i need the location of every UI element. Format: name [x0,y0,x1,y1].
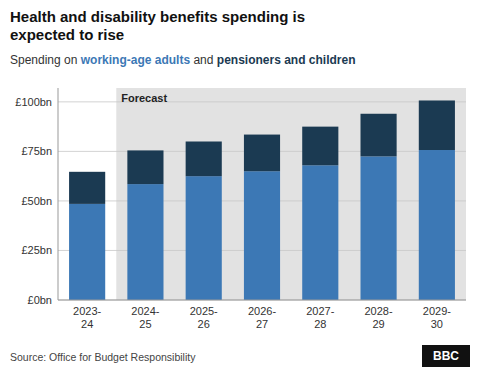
bar [186,141,222,176]
x-tick-label: 2025-26 [190,305,218,330]
x-tick-line: 2027- [306,305,334,317]
bar [302,127,338,166]
x-tick-label: 2029-30 [423,305,451,330]
bar [361,156,397,300]
credit: BBC [433,349,459,363]
forecast-band [116,88,466,300]
credit-box [422,345,470,367]
x-tick-line: 2025- [190,305,218,317]
bar [419,100,455,150]
subtitle-text: Spending on [10,53,81,67]
bar [361,114,397,157]
y-axis-line [58,88,59,300]
x-tick-line: 2024- [131,305,159,317]
x-axis-line [58,300,466,301]
bar [244,135,280,172]
bar [69,204,105,300]
y-tick-label: £50bn [21,195,52,207]
bar [419,150,455,300]
x-tick-label: 2027-28 [306,305,334,330]
x-tick-line: 2029- [423,305,451,317]
bar [302,165,338,300]
x-tick-label: 2024-25 [131,305,159,330]
x-tick-line: 2023- [73,305,101,317]
x-tick-line: 29 [372,318,384,330]
y-tick-label: £75bn [21,145,52,157]
x-tick-line: 2028- [365,305,393,317]
series-name: pensioners and children [217,53,356,67]
chart: Health and disability benefits spending … [0,0,480,375]
x-tick-line: 26 [198,318,210,330]
subtitle-text: and [190,53,217,67]
bars [69,100,455,300]
x-tick-label: 2023-24 [73,305,101,330]
series-name: working-age adults [80,53,191,67]
annotation: Forecast [121,92,167,104]
bar [127,184,163,300]
y-tick-label: £25bn [21,244,52,256]
bar [244,171,280,300]
x-tick-line: 24 [81,318,93,330]
title: Health and disability benefits spending … [10,8,305,43]
source: Source: Office for Budget Responsibility [10,351,196,363]
bar [127,150,163,184]
grid [58,102,466,300]
subtitle: Spending on working-age adults and pensi… [10,53,356,67]
x-tick-line: 2026- [248,305,276,317]
x-tick-line: 25 [139,318,151,330]
grid-line [58,101,466,102]
y-tick-label: £0bn [28,294,52,306]
x-tick-line: 30 [431,318,443,330]
x-tick-line: 27 [256,318,268,330]
x-tick-line: 28 [314,318,326,330]
y-tick-label: £100bn [15,96,52,108]
annotation-bands [116,88,466,300]
title-line: Health and disability benefits spending … [10,8,305,25]
grid-line [58,300,466,301]
bar [186,176,222,300]
bar [69,172,105,204]
x-tick-label: 2026-27 [248,305,276,330]
title-line: expected to rise [10,26,124,43]
x-tick-label: 2028-29 [365,305,393,330]
